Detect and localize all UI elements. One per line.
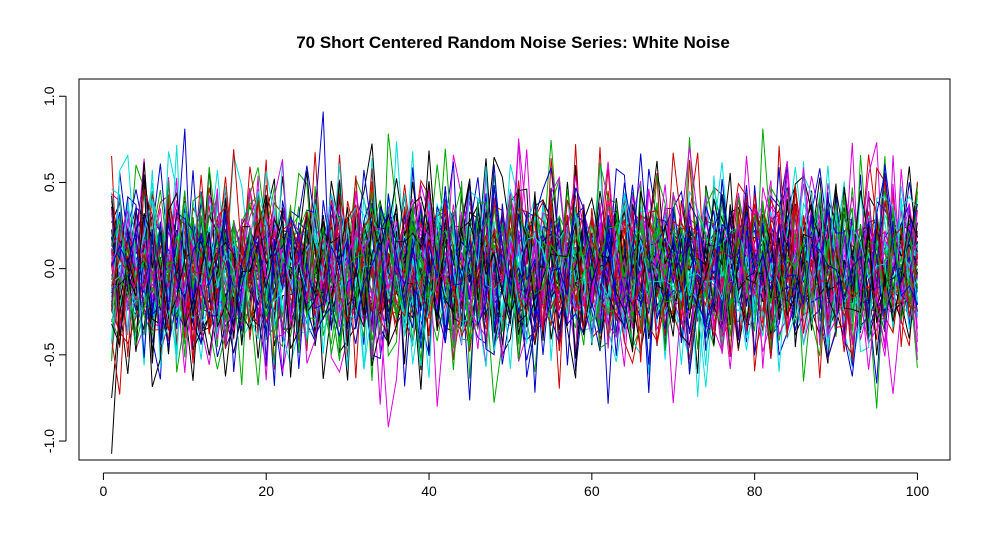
y-tick-label: 0.0	[41, 259, 57, 279]
noise-series-line-70	[111, 153, 918, 372]
x-tick-label: 20	[258, 483, 274, 499]
y-tick-label: -0.5	[41, 343, 57, 367]
noise-series-line-64	[111, 167, 918, 375]
x-tick-label: 100	[906, 483, 930, 499]
series-layer	[111, 111, 918, 454]
x-tick-label: 60	[584, 483, 600, 499]
x-tick-label: 0	[100, 483, 108, 499]
chart-title: 70 Short Centered Random Noise Series: W…	[296, 33, 730, 52]
x-axis: 0 20 40 60 80 100	[100, 472, 930, 499]
noise-series-line-69	[111, 186, 918, 386]
plot-frame	[78, 78, 951, 461]
y-axis: -1.0 -0.5 0.0 0.5 1.0	[41, 86, 67, 453]
y-tick-label: 1.0	[41, 86, 57, 106]
x-tick-label: 80	[747, 483, 763, 499]
y-tick-label: -1.0	[41, 429, 57, 453]
y-tick-label: 0.5	[41, 172, 57, 192]
x-tick-label: 40	[421, 483, 437, 499]
